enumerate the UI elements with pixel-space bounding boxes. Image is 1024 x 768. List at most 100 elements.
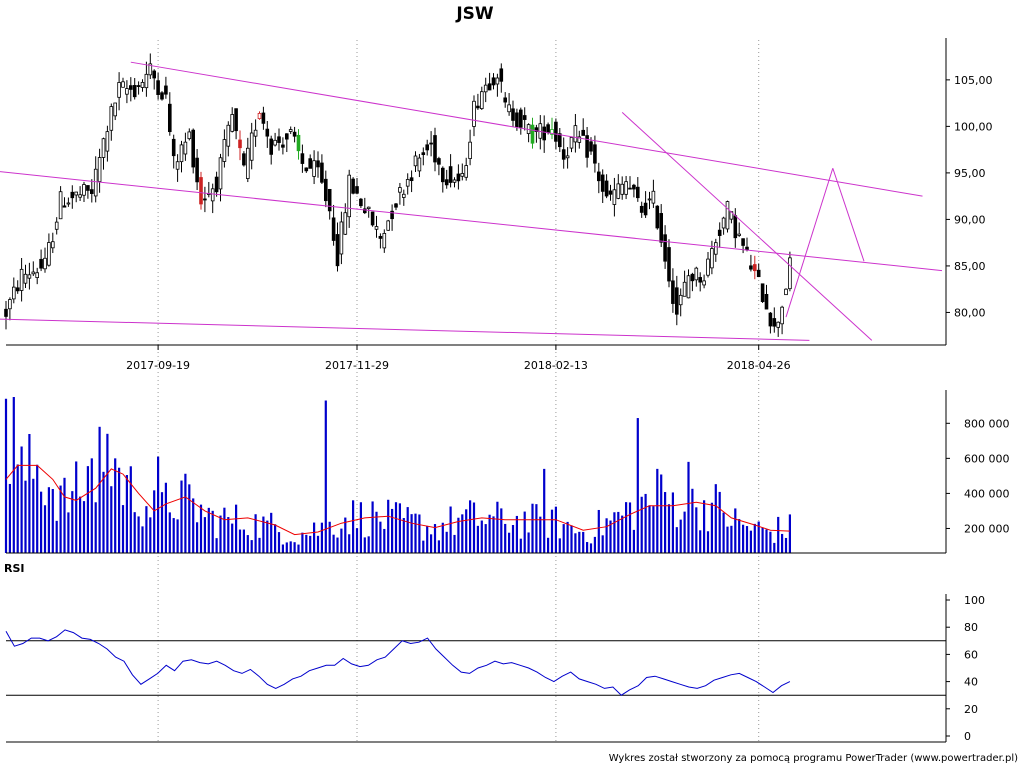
volume-y-tick-label: 200 000 [964,522,1010,535]
candle-body [534,127,539,132]
volume-bar [675,527,678,553]
candle-body [433,135,437,163]
candle-body [300,153,305,164]
candle [511,100,515,127]
candle-body [15,287,20,292]
volume-bar [328,521,331,553]
volume-bar [745,526,749,553]
volume-bar [531,503,534,553]
volume-bar [51,489,54,553]
volume-bar [664,492,667,553]
volume-bar [589,543,593,553]
volume-bar [574,533,577,553]
candle [339,211,344,265]
candle [214,171,219,197]
candle [585,126,589,168]
volume-bar [761,527,764,553]
volume-bar [141,526,144,553]
candle-body [542,126,546,141]
candle-body [93,168,98,197]
candle-body [405,179,410,187]
price-y-tick-label: 85,00 [954,260,986,273]
candle [433,127,437,172]
candle-body [378,235,383,239]
volume-bar [149,517,152,553]
volume-bar [367,536,370,553]
candle-body [66,202,71,205]
volume-bar [605,518,608,553]
volume-bar [644,493,647,553]
volume-bar [301,532,304,553]
candle [717,222,722,248]
candle [132,78,137,100]
volume-bar [543,468,546,553]
candle [573,113,578,153]
candle-body [281,144,285,148]
candle [558,127,562,153]
candle-body [464,165,468,178]
candle-body [394,203,398,208]
candle [671,268,675,313]
candle [776,321,780,337]
candle [58,186,63,220]
volume-bar [203,517,206,553]
candle-body [78,194,82,198]
candle-body [148,63,153,76]
candle [784,288,788,296]
x-tick-label: 2018-02-13 [524,359,588,372]
candle-body [686,275,691,299]
candle-body [242,153,246,166]
candle-body [409,177,414,182]
volume-bar [749,530,752,553]
candle-body [659,213,663,243]
candle [741,238,745,254]
candle-body [585,135,589,158]
candle [249,122,254,170]
volume-bar [71,491,74,553]
candle-body [714,242,718,255]
volume-bar [695,507,698,553]
candle-body [550,129,554,135]
candle [448,154,453,188]
volume-bar [28,433,31,553]
candle [608,184,613,201]
price-y-tick-label: 100,00 [954,120,993,133]
candle [183,132,188,161]
volume-bar [484,524,487,553]
candle [327,188,332,220]
candle [593,135,597,173]
candle-body [620,183,624,195]
candle [698,272,702,292]
candle-body [47,242,51,266]
candle-body [577,136,582,143]
candle [643,191,648,218]
candle-body [491,77,496,86]
candle-body [503,97,507,103]
volume-bar [153,490,156,553]
candle [714,238,718,262]
volume-bar [344,517,347,553]
volume-bar [227,517,230,553]
volume-bar [114,458,117,553]
volume-bar [488,514,491,553]
volume-bar [566,521,569,553]
candle [600,169,605,204]
volume-bar [714,484,717,553]
volume-bar [254,514,257,553]
trendline [0,318,810,341]
volume-bar [710,502,713,553]
candle [522,107,527,131]
candle-body [608,190,613,195]
candle-body [70,191,75,199]
candle [113,102,118,121]
candle-body [398,187,402,193]
volume-bar [258,537,261,553]
volume-bar [738,519,741,553]
candle-body [366,206,371,209]
candle [749,254,753,272]
volume-bar [722,512,725,553]
candle [682,270,687,297]
candle-body [753,264,757,272]
candle-body [468,141,472,159]
volume-bar [449,506,452,553]
